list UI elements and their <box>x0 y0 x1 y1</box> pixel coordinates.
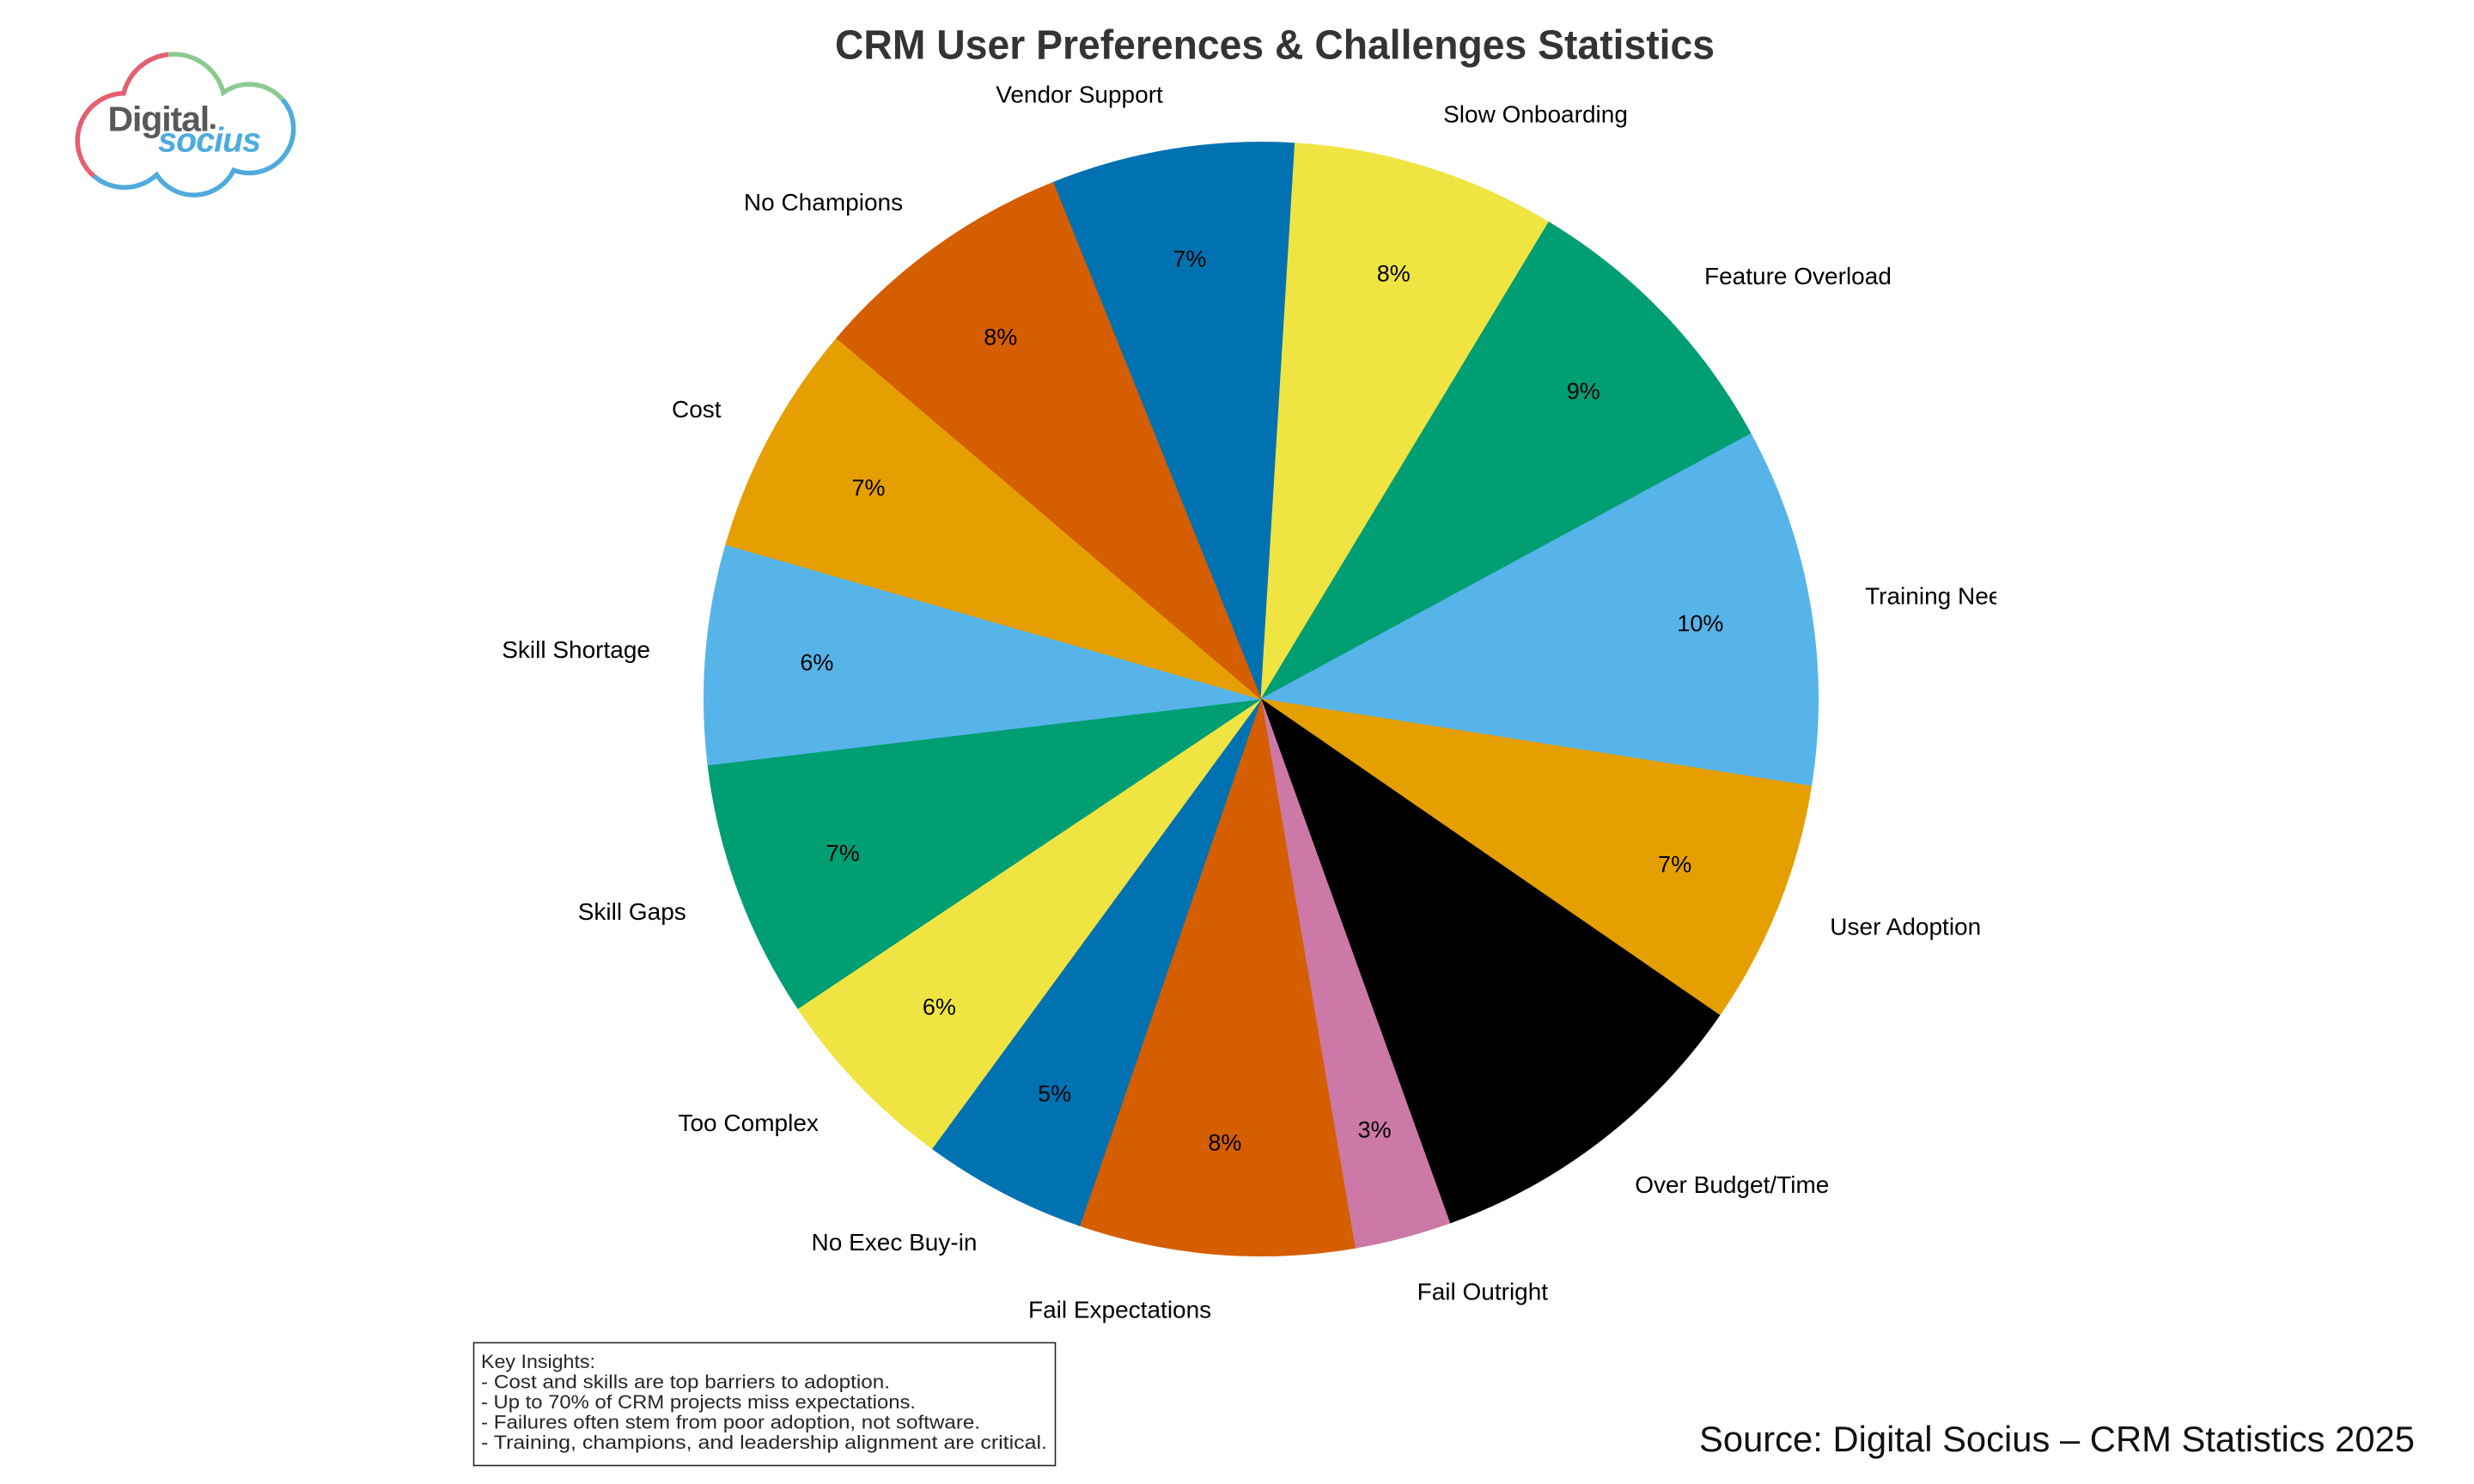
svg-text:User Adoption: User Adoption <box>1830 914 1981 940</box>
svg-text:Slow Onboarding: Slow Onboarding <box>1443 101 1628 128</box>
svg-text:Vendor Support: Vendor Support <box>996 82 1163 108</box>
svg-text:Training Needs: Training Needs <box>1865 582 2027 609</box>
svg-text:Too Complex: Too Complex <box>678 1110 818 1136</box>
svg-text:Over Budget/Time: Over Budget/Time <box>1635 1171 1829 1198</box>
svg-text:7%: 7% <box>1173 246 1206 272</box>
svg-text:- Cost and skills are top barr: - Cost and skills are top barriers to ad… <box>481 1371 890 1393</box>
svg-text:socius: socius <box>158 122 260 160</box>
svg-text:Fail Expectations: Fail Expectations <box>1028 1297 1211 1323</box>
svg-text:9%: 9% <box>1567 378 1600 404</box>
svg-text:No Exec Buy-in: No Exec Buy-in <box>812 1229 978 1256</box>
svg-text:No Champions: No Champions <box>744 189 903 216</box>
svg-text:8%: 8% <box>1377 260 1411 286</box>
svg-text:5%: 5% <box>1038 1080 1071 1106</box>
svg-text:8%: 8% <box>1208 1130 1241 1156</box>
svg-text:Feature Overload: Feature Overload <box>1704 263 1892 289</box>
svg-text:7%: 7% <box>851 475 885 501</box>
svg-text:7%: 7% <box>826 840 860 866</box>
svg-text:Skill Shortage: Skill Shortage <box>502 636 650 663</box>
svg-text:Source: Digital Socius – CRM S: Source: Digital Socius – CRM Statistics … <box>1699 1419 2415 1459</box>
svg-text:6%: 6% <box>923 994 956 1020</box>
svg-text:CRM User Preferences & Challen: CRM User Preferences & Challenges Statis… <box>835 23 1715 69</box>
svg-text:Fail Outright: Fail Outright <box>1417 1279 1549 1305</box>
svg-text:8%: 8% <box>984 325 1017 350</box>
svg-text:- Up to 70% of CRM projects mi: - Up to 70% of CRM projects miss expecta… <box>481 1391 916 1413</box>
svg-text:10%: 10% <box>1509 1039 1556 1065</box>
svg-text:10%: 10% <box>1677 611 1723 636</box>
svg-text:Key Insights:: Key Insights: <box>481 1351 595 1372</box>
svg-text:6%: 6% <box>800 650 833 676</box>
svg-text:7%: 7% <box>1658 851 1691 877</box>
svg-text:- Failures often stem from poo: - Failures often stem from poor adoption… <box>481 1412 980 1433</box>
svg-text:Cost: Cost <box>672 396 722 423</box>
svg-text:Skill Gaps: Skill Gaps <box>578 898 686 925</box>
svg-text:Digital: Digital <box>108 100 210 139</box>
svg-text:3%: 3% <box>1358 1116 1392 1142</box>
svg-text:- Training, champions, and lea: - Training, champions, and leadership al… <box>481 1432 1047 1453</box>
